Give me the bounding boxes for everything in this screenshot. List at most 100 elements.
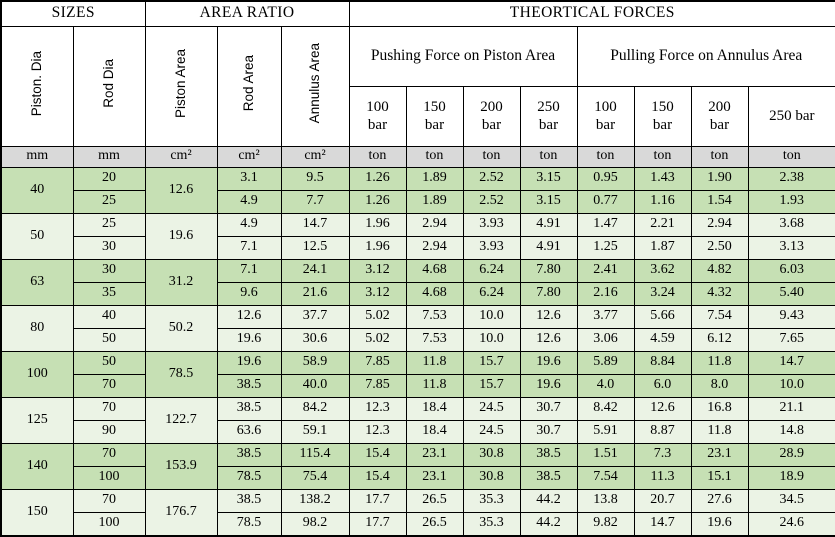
push-force-cell: 12.6 bbox=[519, 304, 578, 329]
rod-area-cell: 3.1 bbox=[216, 166, 282, 191]
push-force-cell: 23.1 bbox=[405, 442, 464, 467]
pull-force-cell: 4.0 bbox=[576, 373, 635, 398]
pull-force-cell: 0.95 bbox=[576, 166, 635, 191]
rod-area-cell: 78.5 bbox=[216, 465, 282, 490]
pull-force-cell: 3.13 bbox=[747, 235, 835, 260]
piston-dia-cell: 63 bbox=[0, 258, 74, 306]
push-force-cell: 7.53 bbox=[405, 327, 464, 352]
unit-cell: cm² bbox=[216, 145, 282, 168]
push-force-cell: 15.7 bbox=[462, 350, 521, 375]
piston-area-cell: 12.6 bbox=[144, 166, 218, 214]
rod-dia-cell: 25 bbox=[72, 212, 146, 237]
push-force-cell: 15.4 bbox=[348, 465, 407, 490]
pull-force-cell: 7.65 bbox=[747, 327, 835, 352]
piston-dia-cell: 40 bbox=[0, 166, 74, 214]
rod-area-cell: 78.5 bbox=[216, 511, 282, 536]
pull-force-cell: 3.68 bbox=[747, 212, 835, 237]
pressure-label: 100 bar bbox=[594, 99, 617, 133]
push-force-cell: 19.6 bbox=[519, 350, 578, 375]
push-force-cell: 7.80 bbox=[519, 281, 578, 306]
piston-area-cell: 78.5 bbox=[144, 350, 218, 398]
piston-area-cell: 19.6 bbox=[144, 212, 218, 260]
rod-area-cell: 19.6 bbox=[216, 327, 282, 352]
piston-dia-cell: 150 bbox=[0, 488, 74, 536]
push-force-cell: 7.53 bbox=[405, 304, 464, 329]
units-row: mm mm cm² cm² cm² ton ton ton ton ton to… bbox=[0, 145, 835, 168]
table-row: 25 4.9 7.7 1.26 1.89 2.52 3.15 0.77 1.16 1.54 1.93 bbox=[1, 189, 835, 214]
pull-force-cell: 11.8 bbox=[690, 350, 749, 375]
pull-force-cell: 7.54 bbox=[576, 465, 635, 490]
push-force-cell: 10.0 bbox=[462, 304, 521, 329]
rod-area-column-header: Rod Area bbox=[216, 25, 282, 147]
annulus-area-cell: 7.7 bbox=[280, 189, 350, 214]
push-force-cell: 5.02 bbox=[348, 327, 407, 352]
pull-force-cell: 6.0 bbox=[633, 373, 692, 398]
pushing-force-label: Pushing Force on Piston Area bbox=[370, 46, 556, 64]
push-force-cell: 38.5 bbox=[519, 465, 578, 490]
pull-force-cell: 12.6 bbox=[633, 396, 692, 421]
pull-force-cell: 11.8 bbox=[690, 419, 749, 444]
push-force-cell: 5.02 bbox=[348, 304, 407, 329]
pull-force-cell: 14.8 bbox=[747, 419, 835, 444]
pull-force-cell: 10.0 bbox=[747, 373, 835, 398]
push-force-cell: 4.91 bbox=[519, 212, 578, 237]
push-force-cell: 1.26 bbox=[348, 189, 407, 214]
pull-force-cell: 7.54 bbox=[690, 304, 749, 329]
pulling-force-header: Pulling Force on Annulus Area bbox=[576, 25, 835, 87]
push-force-cell: 17.7 bbox=[348, 511, 407, 536]
annulus-area-cell: 59.1 bbox=[280, 419, 350, 444]
push-force-cell: 1.96 bbox=[348, 212, 407, 237]
table-row: 100 78.5 98.2 17.7 26.5 35.3 44.2 9.82 14.7 19.6 2… bbox=[1, 511, 835, 536]
pull-force-cell: 5.40 bbox=[747, 281, 835, 306]
push-force-cell: 23.1 bbox=[405, 465, 464, 490]
rod-area-label: Rod Area bbox=[240, 55, 256, 112]
rod-dia-cell: 70 bbox=[72, 373, 146, 398]
push-force-cell: 30.7 bbox=[519, 396, 578, 421]
piston-dia-cell: 80 bbox=[0, 304, 74, 352]
rod-dia-cell: 35 bbox=[72, 281, 146, 306]
pull-force-cell: 6.12 bbox=[690, 327, 749, 352]
pressure-header-push-150bar: 150 bar bbox=[405, 85, 464, 147]
unit-cell: ton bbox=[462, 145, 521, 168]
pull-force-cell: 3.62 bbox=[633, 258, 692, 283]
push-force-cell: 18.4 bbox=[405, 396, 464, 421]
rod-dia-label: Rod Dia bbox=[100, 58, 116, 108]
annulus-area-cell: 24.1 bbox=[280, 258, 350, 283]
push-force-cell: 35.3 bbox=[462, 488, 521, 513]
pressure-label: 150 bar bbox=[423, 99, 446, 133]
pull-force-cell: 5.66 bbox=[633, 304, 692, 329]
rod-area-cell: 38.5 bbox=[216, 396, 282, 421]
rod-area-cell: 7.1 bbox=[216, 258, 282, 283]
table-row: 35 9.6 21.6 3.12 4.68 6.24 7.80 2.16 3.24 4.32 5.4… bbox=[1, 281, 835, 306]
rod-dia-cell: 30 bbox=[72, 235, 146, 260]
piston-area-cell: 122.7 bbox=[144, 396, 218, 444]
pull-force-cell: 1.16 bbox=[633, 189, 692, 214]
annulus-area-cell: 138.2 bbox=[280, 488, 350, 513]
rod-area-cell: 38.5 bbox=[216, 373, 282, 398]
rod-area-cell: 38.5 bbox=[216, 442, 282, 467]
push-force-cell: 3.93 bbox=[462, 235, 521, 260]
push-force-cell: 3.15 bbox=[519, 166, 578, 191]
rod-dia-cell: 70 bbox=[72, 396, 146, 421]
pressure-label: 200 bar bbox=[708, 99, 731, 133]
rod-dia-cell: 100 bbox=[72, 465, 146, 490]
push-force-cell: 1.96 bbox=[348, 235, 407, 260]
sizes-section-header: SIZES bbox=[0, 0, 146, 27]
table-row: 80 40 50.2 12.6 37.7 5.02 7.53 10.0 12.6 3.77 5.66… bbox=[0, 304, 835, 352]
pull-force-cell: 23.1 bbox=[690, 442, 749, 467]
push-force-cell: 15.7 bbox=[462, 373, 521, 398]
push-force-cell: 3.15 bbox=[519, 189, 578, 214]
push-force-cell: 3.93 bbox=[462, 212, 521, 237]
rod-area-cell: 9.6 bbox=[216, 281, 282, 306]
pressure-header-row: 100 bar 150 bar 200 bar 250 bar 100 bar … bbox=[1, 85, 835, 147]
pull-force-cell: 21.1 bbox=[747, 396, 835, 421]
pull-force-cell: 27.6 bbox=[690, 488, 749, 513]
piston-area-cell: 153.9 bbox=[144, 442, 218, 490]
unit-cell: ton bbox=[348, 145, 407, 168]
pull-force-cell: 11.3 bbox=[633, 465, 692, 490]
pressure-label: 250 bar bbox=[769, 108, 815, 124]
table-row: 90 63.6 59.1 12.3 18.4 24.5 30.7 5.91 8.87 11.8 14… bbox=[1, 419, 835, 444]
push-force-cell: 26.5 bbox=[405, 488, 464, 513]
rod-area-cell: 7.1 bbox=[216, 235, 282, 260]
push-force-cell: 44.2 bbox=[519, 511, 578, 536]
